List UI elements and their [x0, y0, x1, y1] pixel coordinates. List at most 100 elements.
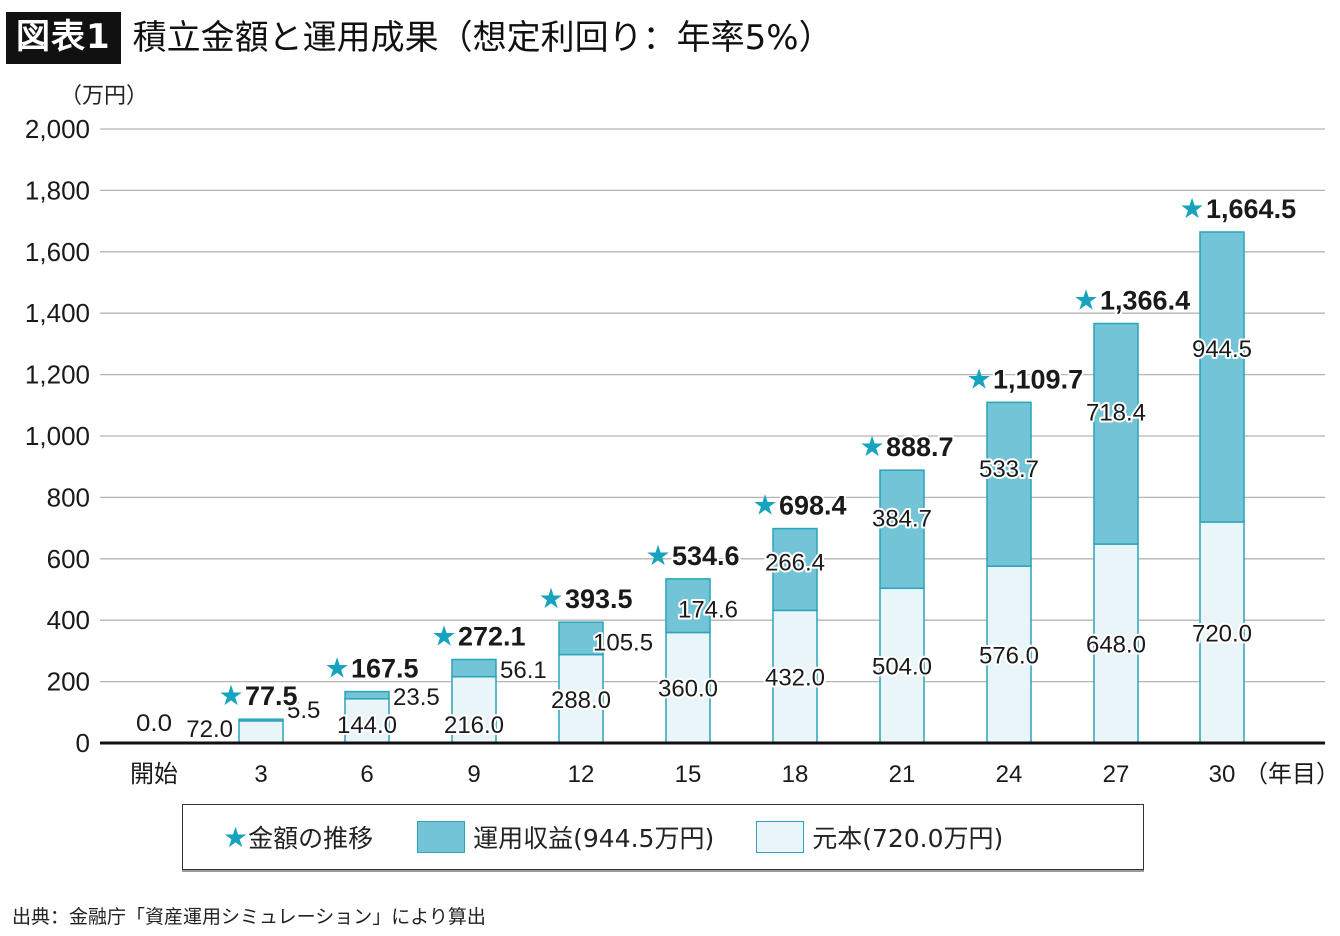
principal-bar	[1199, 521, 1245, 744]
y-tick-label: 1,000	[25, 421, 90, 451]
x-tick-label: 開始	[130, 761, 178, 788]
principal-bar	[558, 653, 604, 744]
total-label: 1,664.5	[1206, 194, 1296, 224]
star-icon: ★	[1179, 192, 1204, 225]
star-icon: ★	[1073, 284, 1098, 317]
gain-label: 718.4	[1086, 400, 1146, 427]
gain-label: 174.6	[678, 596, 738, 623]
legend-label-gain: 運用収益(944.5万円)	[473, 824, 715, 853]
legend-item-total: ★ 金額の推移	[183, 819, 373, 855]
y-axis-unit-label: （万円）	[60, 84, 149, 109]
star-icon: ★	[752, 489, 777, 522]
total-label: 272.1	[458, 621, 526, 651]
gain-label: 384.7	[872, 505, 932, 532]
legend: ★ 金額の推移 運用収益(944.5万円) 元本(720.0万円)	[182, 804, 1144, 870]
star-icon: ★	[223, 820, 249, 854]
y-tick-label: 0	[76, 728, 90, 758]
gain-bar	[1093, 322, 1139, 545]
star-icon: ★	[324, 652, 349, 685]
gain-label: 533.7	[979, 456, 1039, 483]
gain-bar	[344, 690, 390, 700]
principal-label: 144.0	[337, 712, 397, 739]
bars	[238, 231, 1245, 744]
x-tick-label: 3	[254, 761, 267, 788]
total-label: 0.0	[136, 710, 172, 737]
y-tick-label: 1,400	[25, 298, 90, 328]
y-tick-label: 2,000	[25, 114, 90, 144]
star-icon: ★	[859, 430, 884, 463]
gain-bar	[986, 401, 1032, 567]
principal-label: 360.0	[658, 676, 718, 703]
principal-bar	[238, 720, 284, 744]
gain-label: 266.4	[765, 549, 825, 576]
principal-label: 216.0	[444, 712, 504, 739]
principal-label: 72.0	[186, 716, 233, 743]
gain-bar	[451, 658, 497, 678]
star-icon: ★	[431, 619, 456, 652]
legend-label-principal: 元本(720.0万円)	[812, 824, 1004, 853]
y-tick-labels: 0 200 400 600 800 1,000 1,200 1,400 1,600 1,800 2,…	[25, 114, 90, 758]
gain-label: 105.5	[593, 630, 653, 657]
total-label: 167.5	[351, 654, 419, 684]
star-icon: ★	[645, 539, 670, 572]
total-label: 1,109.7	[993, 364, 1083, 394]
total-label: 534.6	[672, 541, 740, 571]
gain-label: 23.5	[393, 684, 440, 711]
legend-item-gain: 運用収益(944.5万円)	[373, 819, 714, 855]
gain-label: 56.1	[500, 657, 547, 684]
y-tick-label: 400	[47, 605, 90, 635]
x-tick-label: 9	[467, 761, 480, 788]
x-tick-label: 18	[782, 761, 809, 788]
y-tick-label: 800	[47, 482, 90, 512]
x-tick-label: 27	[1103, 761, 1130, 788]
total-label: 393.5	[565, 584, 633, 614]
chart-header: 図表1 積立金額と運用成果（想定利回り：年率5%）	[6, 10, 833, 66]
principal-label: 648.0	[1086, 632, 1146, 659]
star-icon: ★	[538, 582, 563, 615]
gain-label: 5.5	[287, 697, 320, 724]
y-tick-label: 200	[47, 667, 90, 697]
x-tick-labels: 開始 3 6 9 12 15 18 21 24 27 30 （年目）	[130, 760, 1340, 788]
gain-bar	[879, 469, 925, 590]
y-tick-label: 1,200	[25, 360, 90, 390]
principal-swatch	[756, 821, 805, 853]
star-icon: ★	[966, 362, 991, 395]
gain-bar	[1199, 231, 1245, 523]
x-tick-label: 30	[1209, 761, 1236, 788]
y-tick-label: 1,600	[25, 237, 90, 267]
total-label: 77.5	[245, 681, 298, 711]
principal-bar	[986, 565, 1032, 744]
principal-label: 720.0	[1192, 620, 1252, 647]
total-label: 698.4	[779, 491, 847, 521]
gain-bar	[558, 621, 604, 656]
x-tick-label: 15	[675, 761, 702, 788]
gain-bar	[772, 527, 818, 612]
principal-label: 432.0	[765, 665, 825, 692]
principal-label: 288.0	[551, 687, 611, 714]
y-tick-label: 600	[47, 544, 90, 574]
stacked-bar-chart: 0 200 400 600 800 1,000 1,200 1,400 1,600 1,800 2,…	[25, 114, 1340, 788]
legend-label-total: 金額の推移	[248, 824, 374, 853]
figure-badge: 図表1	[6, 12, 121, 64]
legend-item-principal: 元本(720.0万円)	[714, 819, 1003, 855]
total-label: 1,366.4	[1100, 286, 1190, 316]
gain-bar	[238, 718, 284, 722]
gain-swatch	[417, 821, 466, 853]
total-label: 888.7	[886, 432, 954, 462]
principal-bar	[772, 609, 818, 744]
gain-label: 944.5	[1192, 336, 1252, 363]
x-tick-label: 21	[889, 761, 916, 788]
x-tick-label: 24	[996, 761, 1023, 788]
principal-bar	[665, 631, 711, 744]
chart-title: 積立金額と運用成果（想定利回り：年率5%）	[132, 18, 833, 58]
source-note: 出典：金融庁「資産運用シミュレーション」により算出	[12, 906, 486, 928]
star-icon: ★	[218, 679, 243, 712]
x-tick-label: 12	[568, 761, 595, 788]
x-axis-unit-label: （年目）	[1244, 760, 1340, 788]
principal-label: 504.0	[872, 654, 932, 681]
x-tick-label: 6	[360, 761, 373, 788]
y-tick-label: 1,800	[25, 175, 90, 205]
gain-bar	[665, 578, 711, 634]
principal-label: 576.0	[979, 643, 1039, 670]
